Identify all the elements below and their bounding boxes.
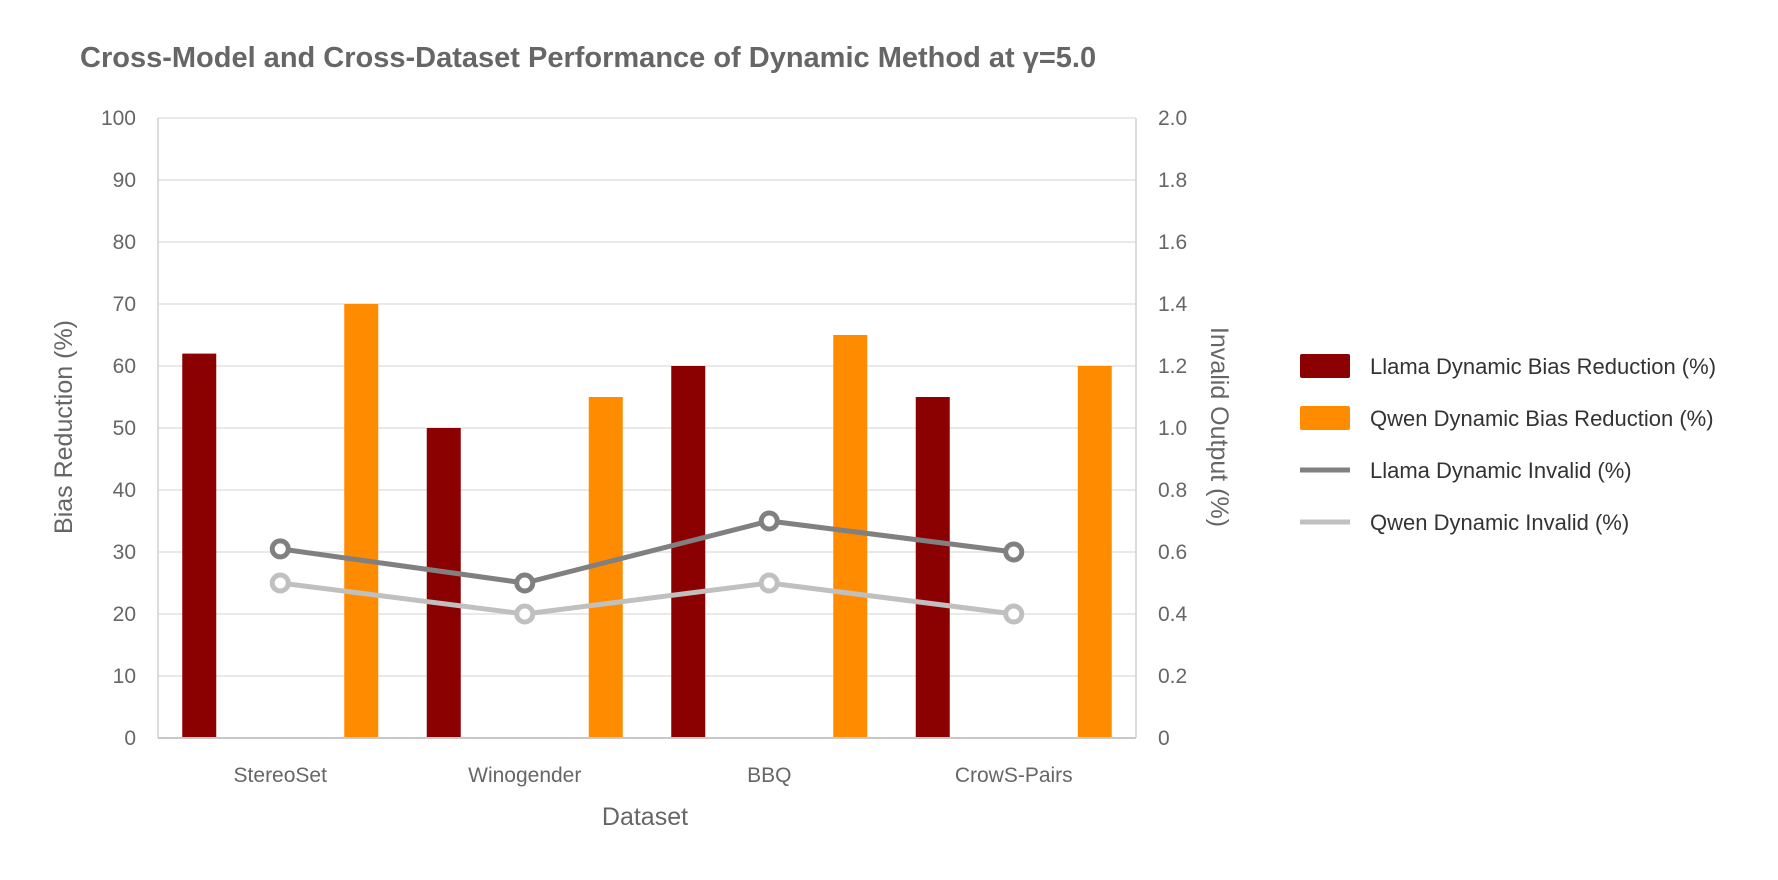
legend-label: Qwen Dynamic Invalid (%) (1370, 510, 1629, 535)
bar (915, 397, 950, 738)
line-point (758, 510, 780, 532)
legend-label: Qwen Dynamic Bias Reduction (%) (1370, 406, 1714, 431)
line-point (514, 572, 536, 594)
series-line (279, 518, 1015, 586)
y2-tick-label: 1.2 (1158, 355, 1187, 378)
y-tick-label: 30 (113, 541, 136, 564)
bar (426, 428, 461, 738)
y-tick-label: 10 (113, 665, 136, 688)
y2-axis-title: Invalid Output (%) (1205, 327, 1233, 527)
legend-swatch (1300, 406, 1350, 430)
bar (1077, 366, 1112, 738)
bar (344, 304, 379, 738)
x-tick-label: BBQ (747, 764, 791, 787)
y-tick-label: 70 (113, 293, 136, 316)
line-point (269, 572, 291, 594)
y2-tick-label: 0 (1158, 727, 1170, 750)
legend-label: Llama Dynamic Invalid (%) (1370, 458, 1632, 483)
y2-tick-label: 1.4 (1158, 293, 1188, 316)
y2-tick-label: 1.6 (1158, 231, 1187, 254)
line-point (758, 572, 780, 594)
y-tick-label: 60 (113, 355, 136, 378)
line-point (514, 603, 536, 625)
y-tick-label: 20 (113, 603, 136, 626)
y2-tick-label: 2.0 (1158, 107, 1187, 130)
y2-tick-label: 0.4 (1158, 603, 1188, 626)
y-tick-label: 0 (124, 727, 136, 750)
line-point (1003, 603, 1025, 625)
legend-label: Llama Dynamic Bias Reduction (%) (1370, 354, 1716, 379)
x-tick-label: StereoSet (234, 764, 328, 787)
axes: 0 10 20 30 40 50 60 70 80 90 100 0 0.2 0.4 0.6 0.8 1.0 1.… (101, 107, 1188, 787)
y-tick-label: 40 (113, 479, 136, 502)
line-point (1003, 541, 1025, 563)
legend: Llama Dynamic Bias Reduction (%) Qwen Dyn… (1300, 354, 1716, 535)
y-tick-label: 100 (101, 107, 136, 130)
y-axis-title: Bias Reduction (%) (50, 320, 78, 534)
bar (182, 353, 217, 738)
chart-title: Cross-Model and Cross-Dataset Performanc… (80, 42, 1096, 74)
x-tick-label: CrowS-Pairs (955, 764, 1073, 787)
bar (833, 335, 868, 738)
line-point (269, 538, 291, 560)
y2-tick-label: 0.6 (1158, 541, 1187, 564)
legend-swatch (1300, 354, 1350, 378)
bar (671, 366, 706, 738)
x-tick-label: Winogender (468, 764, 581, 787)
y-tick-label: 90 (113, 169, 136, 192)
y2-tick-label: 0.2 (1158, 665, 1187, 688)
y2-tick-label: 0.8 (1158, 479, 1187, 502)
y2-tick-label: 1.8 (1158, 169, 1187, 192)
bars (182, 304, 1112, 738)
x-axis-title: Dataset (602, 803, 688, 831)
y-tick-label: 80 (113, 231, 136, 254)
y-tick-label: 50 (113, 417, 136, 440)
series-line (279, 580, 1015, 617)
line-series (269, 510, 1025, 625)
grid-lines (158, 117, 1136, 739)
y2-tick-label: 1.0 (1158, 417, 1187, 440)
